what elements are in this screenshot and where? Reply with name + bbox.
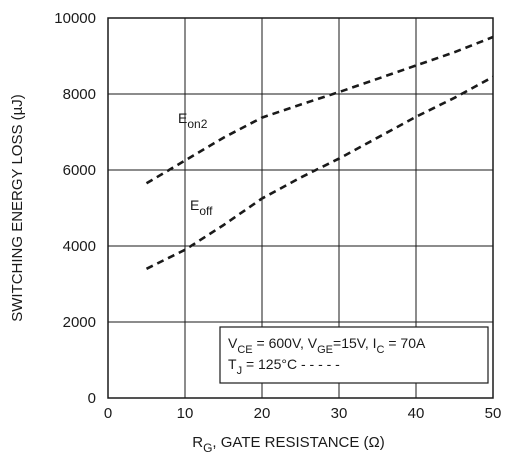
y-tick-label: 0 bbox=[88, 390, 96, 407]
y-tick-label: 4000 bbox=[63, 238, 96, 255]
plot-frame bbox=[107, 17, 494, 399]
y-tick-labels: 0 2000 4000 6000 8000 10000 bbox=[54, 10, 96, 407]
series-line-1 bbox=[145, 75, 494, 270]
x-axis-label: RG, GATE RESISTANCE (Ω) bbox=[192, 434, 385, 455]
x-tick-label: 20 bbox=[254, 405, 271, 422]
x-tick-label: 0 bbox=[104, 405, 112, 422]
y-tick-label: 10000 bbox=[54, 10, 96, 27]
y-tick-label: 8000 bbox=[63, 86, 96, 103]
series-labels: Eon2 Eoff bbox=[178, 110, 213, 218]
x-tick-label: 30 bbox=[331, 405, 348, 422]
series-label-1: Eoff bbox=[190, 197, 213, 218]
y-axis-label: SWITCHING ENERGY LOSS (µJ) bbox=[9, 94, 26, 322]
y-tick-label: 6000 bbox=[63, 162, 96, 179]
x-tick-label: 50 bbox=[485, 405, 502, 422]
x-tick-labels: 0 10 20 30 40 50 bbox=[104, 405, 502, 422]
series-lines bbox=[145, 35, 494, 270]
series-line-0 bbox=[145, 35, 494, 185]
conditions-line-2: TJ = 125°C - - - - - bbox=[228, 356, 340, 377]
conditions-frame bbox=[219, 326, 489, 384]
series-label-0: Eon2 bbox=[178, 110, 208, 131]
x-tick-label: 10 bbox=[177, 405, 194, 422]
x-tick-label: 40 bbox=[408, 405, 425, 422]
y-tick-label: 2000 bbox=[63, 314, 96, 331]
conditions-line-1: VCE = 600V, VGE=15V, IC = 70A bbox=[228, 335, 426, 356]
